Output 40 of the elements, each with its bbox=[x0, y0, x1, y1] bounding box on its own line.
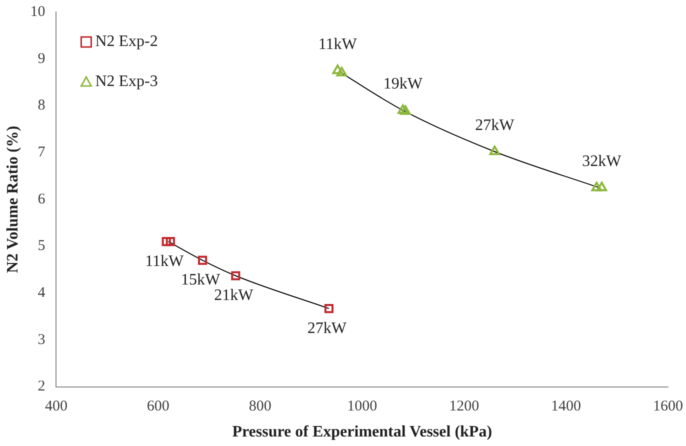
legend-label: N2 Exp-3 bbox=[95, 73, 158, 90]
point bbox=[596, 182, 608, 192]
point bbox=[162, 237, 171, 246]
x-tick-label: 1600 bbox=[653, 398, 683, 415]
x-tick-label: 1000 bbox=[347, 398, 378, 415]
x-axis-title: Pressure of Experimental Vessel (kPa) bbox=[232, 424, 492, 441]
point bbox=[489, 146, 500, 156]
legend-label: N2 Exp-2 bbox=[95, 33, 158, 50]
annotation: 32kW bbox=[582, 152, 622, 170]
y-tick-label: 6 bbox=[38, 191, 46, 208]
point bbox=[324, 304, 334, 314]
annotation: 27kW bbox=[307, 320, 348, 337]
annotation: 21kW bbox=[214, 286, 254, 304]
y-tick-label: 2 bbox=[38, 378, 46, 395]
y-tick-label: 7 bbox=[38, 144, 46, 160]
x-tick-label: 1400 bbox=[551, 398, 582, 415]
y-tick-label: 9 bbox=[38, 50, 46, 67]
annotation: 27kW bbox=[475, 116, 516, 134]
annotation: 11kW bbox=[318, 36, 358, 53]
point bbox=[398, 104, 408, 114]
x-tick-label: 1200 bbox=[449, 398, 480, 415]
y-tick-label: 3 bbox=[38, 332, 46, 348]
point bbox=[332, 64, 343, 74]
y-tick-label: 10 bbox=[30, 4, 46, 20]
y-tick-label: 5 bbox=[38, 238, 46, 254]
x-tick-label: 800 bbox=[248, 398, 272, 415]
point bbox=[591, 182, 602, 192]
point bbox=[231, 271, 240, 280]
y-tick-label: 4 bbox=[38, 285, 46, 302]
annotation: 19kW bbox=[383, 76, 424, 93]
point bbox=[198, 256, 208, 265]
y-tick-label: 8 bbox=[38, 98, 46, 114]
y-axis-title: N2 Volume Ratio (%) bbox=[4, 126, 22, 273]
x-tick-label: 400 bbox=[44, 398, 68, 415]
x-tick-label: 600 bbox=[146, 398, 170, 415]
point bbox=[400, 105, 411, 115]
point bbox=[166, 237, 175, 246]
point bbox=[336, 66, 348, 76]
annotation: 15kW bbox=[180, 272, 221, 289]
annotation: 11kW bbox=[145, 252, 184, 270]
